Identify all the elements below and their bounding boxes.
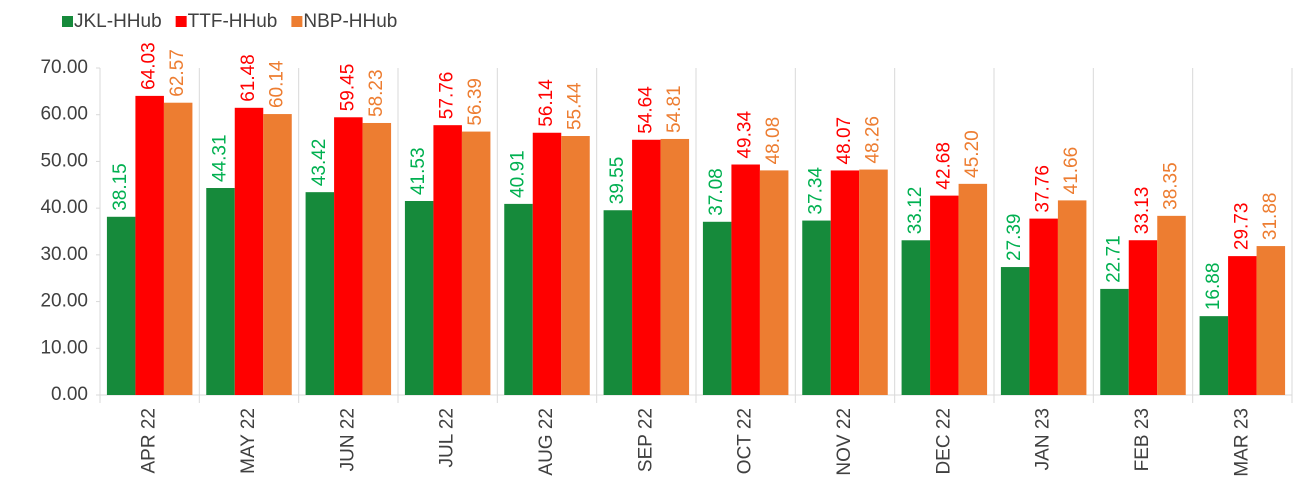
bar <box>731 164 760 395</box>
data-label: 37.76 <box>1033 165 1054 213</box>
bar <box>163 102 193 396</box>
data-label: 41.66 <box>1061 147 1082 195</box>
bar <box>1100 288 1129 395</box>
bar <box>504 203 533 395</box>
data-label: 62.57 <box>167 49 188 97</box>
data-label: 27.39 <box>1004 214 1025 262</box>
data-label: 56.14 <box>536 79 557 127</box>
data-label: 33.12 <box>905 187 926 235</box>
data-label: 37.34 <box>806 167 827 215</box>
y-tick-label: 30.00 <box>40 244 88 265</box>
bar <box>859 169 888 395</box>
data-label: 41.53 <box>408 147 429 195</box>
data-label: 59.45 <box>337 64 358 112</box>
bar <box>958 183 988 395</box>
data-label: 42.68 <box>933 142 954 190</box>
x-tick-label: DEC 22 <box>933 408 954 475</box>
bar <box>1000 267 1030 395</box>
x-tick-label: NOV 22 <box>834 408 855 476</box>
x-tick-label: FEB 23 <box>1132 408 1153 471</box>
data-label: 48.26 <box>863 116 884 164</box>
legend-label: NBP-HHub <box>303 11 397 32</box>
data-label: 44.31 <box>210 134 231 182</box>
data-label: 33.13 <box>1132 187 1153 235</box>
bar <box>702 221 732 395</box>
data-label: 49.34 <box>735 111 756 159</box>
data-label: 48.07 <box>834 117 855 165</box>
bar <box>461 131 491 396</box>
data-label: 54.64 <box>635 86 656 134</box>
legend-swatch <box>62 16 73 27</box>
bar <box>334 117 363 395</box>
data-label: 61.48 <box>238 54 259 102</box>
bar <box>404 200 434 395</box>
y-tick-label: 60.00 <box>40 104 88 125</box>
data-label: 31.88 <box>1260 193 1281 241</box>
data-label: 60.14 <box>267 60 288 108</box>
y-tick-label: 70.00 <box>40 57 88 78</box>
data-label: 48.08 <box>763 117 784 165</box>
bar <box>1256 246 1286 395</box>
data-label: 16.88 <box>1203 263 1224 311</box>
data-label: 22.71 <box>1104 235 1125 283</box>
bar <box>1228 256 1257 395</box>
x-tick-label: AUG 22 <box>536 408 557 476</box>
y-tick-label: 10.00 <box>40 337 88 358</box>
data-label: 43.42 <box>309 139 330 187</box>
bar <box>603 210 633 395</box>
y-tick-label: 20.00 <box>40 291 88 312</box>
data-label: 57.76 <box>437 72 458 120</box>
bar <box>1128 240 1158 395</box>
x-tick-label: JUL 22 <box>437 408 458 468</box>
data-label: 64.03 <box>139 42 160 90</box>
bar <box>759 170 789 395</box>
data-label: 38.35 <box>1161 162 1182 210</box>
legend-label: JKL-HHub <box>74 11 162 32</box>
legend-label: TTF-HHub <box>188 11 278 32</box>
bar <box>802 220 831 395</box>
data-label: 55.44 <box>565 82 586 130</box>
data-label: 40.91 <box>508 150 529 198</box>
bar <box>135 95 164 395</box>
bar <box>1199 316 1229 395</box>
data-label: 56.39 <box>465 78 486 126</box>
bar <box>830 170 860 395</box>
bar <box>561 136 590 396</box>
legend-swatch <box>175 16 187 27</box>
x-tick-label: MAR 23 <box>1231 408 1252 477</box>
y-tick-label: 50.00 <box>40 150 88 171</box>
bar <box>1157 215 1186 395</box>
bar <box>362 122 392 395</box>
x-tick-label: MAY 22 <box>238 408 259 474</box>
bar <box>106 216 136 395</box>
data-label: 45.20 <box>962 130 983 178</box>
bar <box>433 125 462 395</box>
x-tick-label: JUN 22 <box>337 408 358 471</box>
bar <box>930 195 959 395</box>
bar <box>305 192 335 395</box>
bar <box>206 188 235 395</box>
x-tick-label: JAN 23 <box>1033 408 1054 470</box>
bar <box>1057 200 1087 395</box>
bar <box>901 240 931 395</box>
data-label: 39.55 <box>607 157 628 205</box>
x-tick-label: OCT 22 <box>735 408 756 474</box>
x-tick-label: SEP 22 <box>635 408 656 472</box>
legend-swatch <box>291 16 303 27</box>
y-tick-label: 40.00 <box>40 197 88 218</box>
data-label: 37.08 <box>706 168 727 216</box>
data-label: 54.81 <box>664 85 685 133</box>
bar <box>632 139 661 395</box>
data-label: 38.15 <box>110 163 131 211</box>
data-label: 29.73 <box>1231 203 1252 251</box>
y-tick-label: 0.00 <box>51 384 88 405</box>
bar <box>1029 218 1058 395</box>
bar <box>263 114 292 395</box>
bar <box>532 132 562 395</box>
bar <box>660 138 690 396</box>
x-tick-label: APR 22 <box>139 408 160 473</box>
bar <box>234 107 264 395</box>
data-label: 58.23 <box>366 69 387 117</box>
